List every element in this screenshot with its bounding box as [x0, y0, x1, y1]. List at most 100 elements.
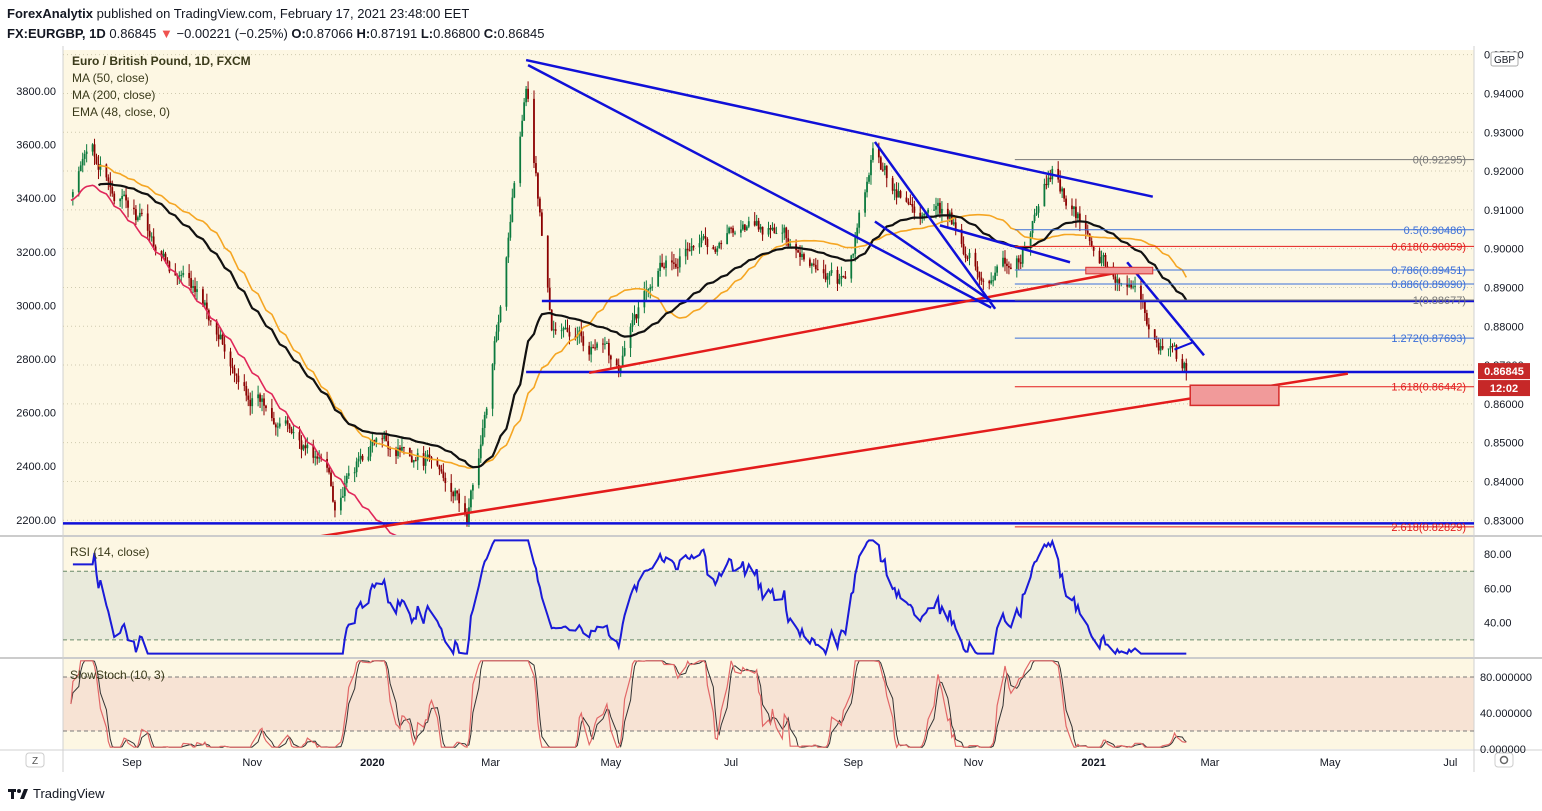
- time-axis-tick: 2020: [360, 757, 384, 769]
- left-axis-tick: 3800.00: [16, 86, 56, 98]
- candle-body: [1019, 262, 1022, 264]
- chart-header: ForexAnalytix published on TradingView.c…: [0, 0, 1542, 48]
- ma200-line: [70, 184, 397, 535]
- stoch-pane[interactable]: [63, 660, 1474, 749]
- candle-body: [803, 254, 805, 260]
- candle-body: [856, 227, 859, 238]
- candle-body: [194, 286, 196, 292]
- candle-body: [994, 272, 997, 281]
- candle-body: [606, 342, 608, 344]
- candle-body: [97, 163, 100, 170]
- time-axis-tick: Jul: [1443, 757, 1457, 769]
- close-value: 0.86845: [497, 26, 545, 41]
- candle-body: [927, 209, 930, 213]
- candle-body: [1181, 358, 1184, 369]
- candle-body: [1009, 267, 1012, 269]
- candle-body: [428, 454, 431, 458]
- candle-body: [123, 194, 125, 197]
- candle-body: [192, 286, 194, 288]
- candle-body: [456, 490, 459, 494]
- candle-body: [397, 447, 399, 457]
- candle-body: [479, 444, 482, 459]
- candle-body: [992, 280, 995, 282]
- price-axis-tick: 0.92000: [1484, 166, 1524, 178]
- candle-body: [789, 244, 792, 246]
- candle-body: [274, 424, 277, 428]
- rsi-pane[interactable]: [63, 538, 1474, 657]
- candle-body: [367, 456, 370, 461]
- candle-body: [850, 255, 853, 279]
- candle-body: [941, 208, 943, 214]
- rsi-axis-tick: 40.00: [1484, 618, 1512, 630]
- candle-body: [535, 163, 537, 174]
- candle-body: [148, 230, 151, 237]
- candle-body: [290, 428, 293, 433]
- candle-body: [229, 351, 232, 367]
- publisher-name[interactable]: ForexAnalytix: [7, 6, 93, 21]
- candle-body: [306, 444, 309, 449]
- candle-body: [146, 213, 149, 231]
- price-axis-tick: 0.93000: [1484, 127, 1524, 139]
- candle-body: [767, 228, 770, 235]
- chart-canvas[interactable]: 0.950000.940000.930000.920000.910000.900…: [0, 0, 1542, 785]
- candle-body: [838, 278, 841, 284]
- candle-body: [879, 157, 882, 170]
- candle-body: [974, 252, 977, 267]
- candle-body: [105, 164, 108, 178]
- price-change: −0.00221 (−0.25%): [176, 26, 288, 41]
- candle-body: [781, 232, 784, 234]
- candle-body: [332, 486, 334, 502]
- candle-body: [314, 456, 317, 458]
- tradingview-brand[interactable]: TradingView: [33, 786, 105, 801]
- candle-body: [276, 426, 279, 428]
- candle-body: [371, 440, 374, 447]
- candle-body: [643, 291, 646, 308]
- candle-body: [127, 200, 129, 208]
- candle-body: [734, 232, 736, 234]
- candle-body: [178, 275, 181, 277]
- candle-body: [1021, 248, 1024, 264]
- candle-body: [899, 191, 902, 198]
- candle-body: [202, 289, 204, 306]
- blue-trendline-channel2: [939, 224, 1071, 264]
- candle-body: [511, 197, 514, 222]
- candle-body: [1167, 348, 1170, 350]
- price-axis-tick: 0.85000: [1484, 438, 1524, 450]
- candle-body: [168, 261, 171, 272]
- candle-body: [671, 260, 673, 263]
- candle-body: [740, 229, 742, 233]
- candle-body: [468, 507, 470, 523]
- candle-body: [533, 98, 535, 164]
- candle-body: [513, 183, 516, 198]
- candle-body: [83, 153, 86, 159]
- candle-body: [223, 344, 226, 352]
- candle-body: [424, 458, 427, 466]
- price-pane[interactable]: [63, 54, 1474, 701]
- candle-body: [814, 264, 817, 270]
- rsi-axis-tick: 80.00: [1484, 549, 1512, 561]
- countdown-label: 12:02: [1490, 383, 1518, 395]
- candle-body: [261, 398, 263, 402]
- candle-body: [1114, 276, 1117, 283]
- candle-body: [966, 257, 969, 259]
- candle-body: [1128, 284, 1131, 287]
- candle-body: [196, 289, 198, 292]
- candle-body: [870, 159, 872, 176]
- candle-body: [235, 373, 238, 376]
- candle-body: [592, 347, 595, 349]
- left-axis-tick: 2400.00: [16, 461, 56, 473]
- last-price: 0.86845: [109, 26, 157, 41]
- candle-body: [785, 227, 788, 239]
- price-axis-tick: 0.84000: [1484, 476, 1524, 488]
- candle-body: [509, 221, 512, 238]
- fib-label: 2.618(0.82829): [1391, 522, 1466, 534]
- candle-body: [401, 447, 403, 451]
- candle-body: [604, 343, 606, 345]
- candle-body: [233, 368, 236, 374]
- candle-body: [647, 289, 650, 291]
- candle-body: [1161, 346, 1164, 349]
- stoch-axis-tick: 80.000000: [1480, 672, 1532, 684]
- candle-body: [830, 269, 833, 274]
- candle-body: [444, 477, 447, 484]
- candle-body: [152, 236, 155, 247]
